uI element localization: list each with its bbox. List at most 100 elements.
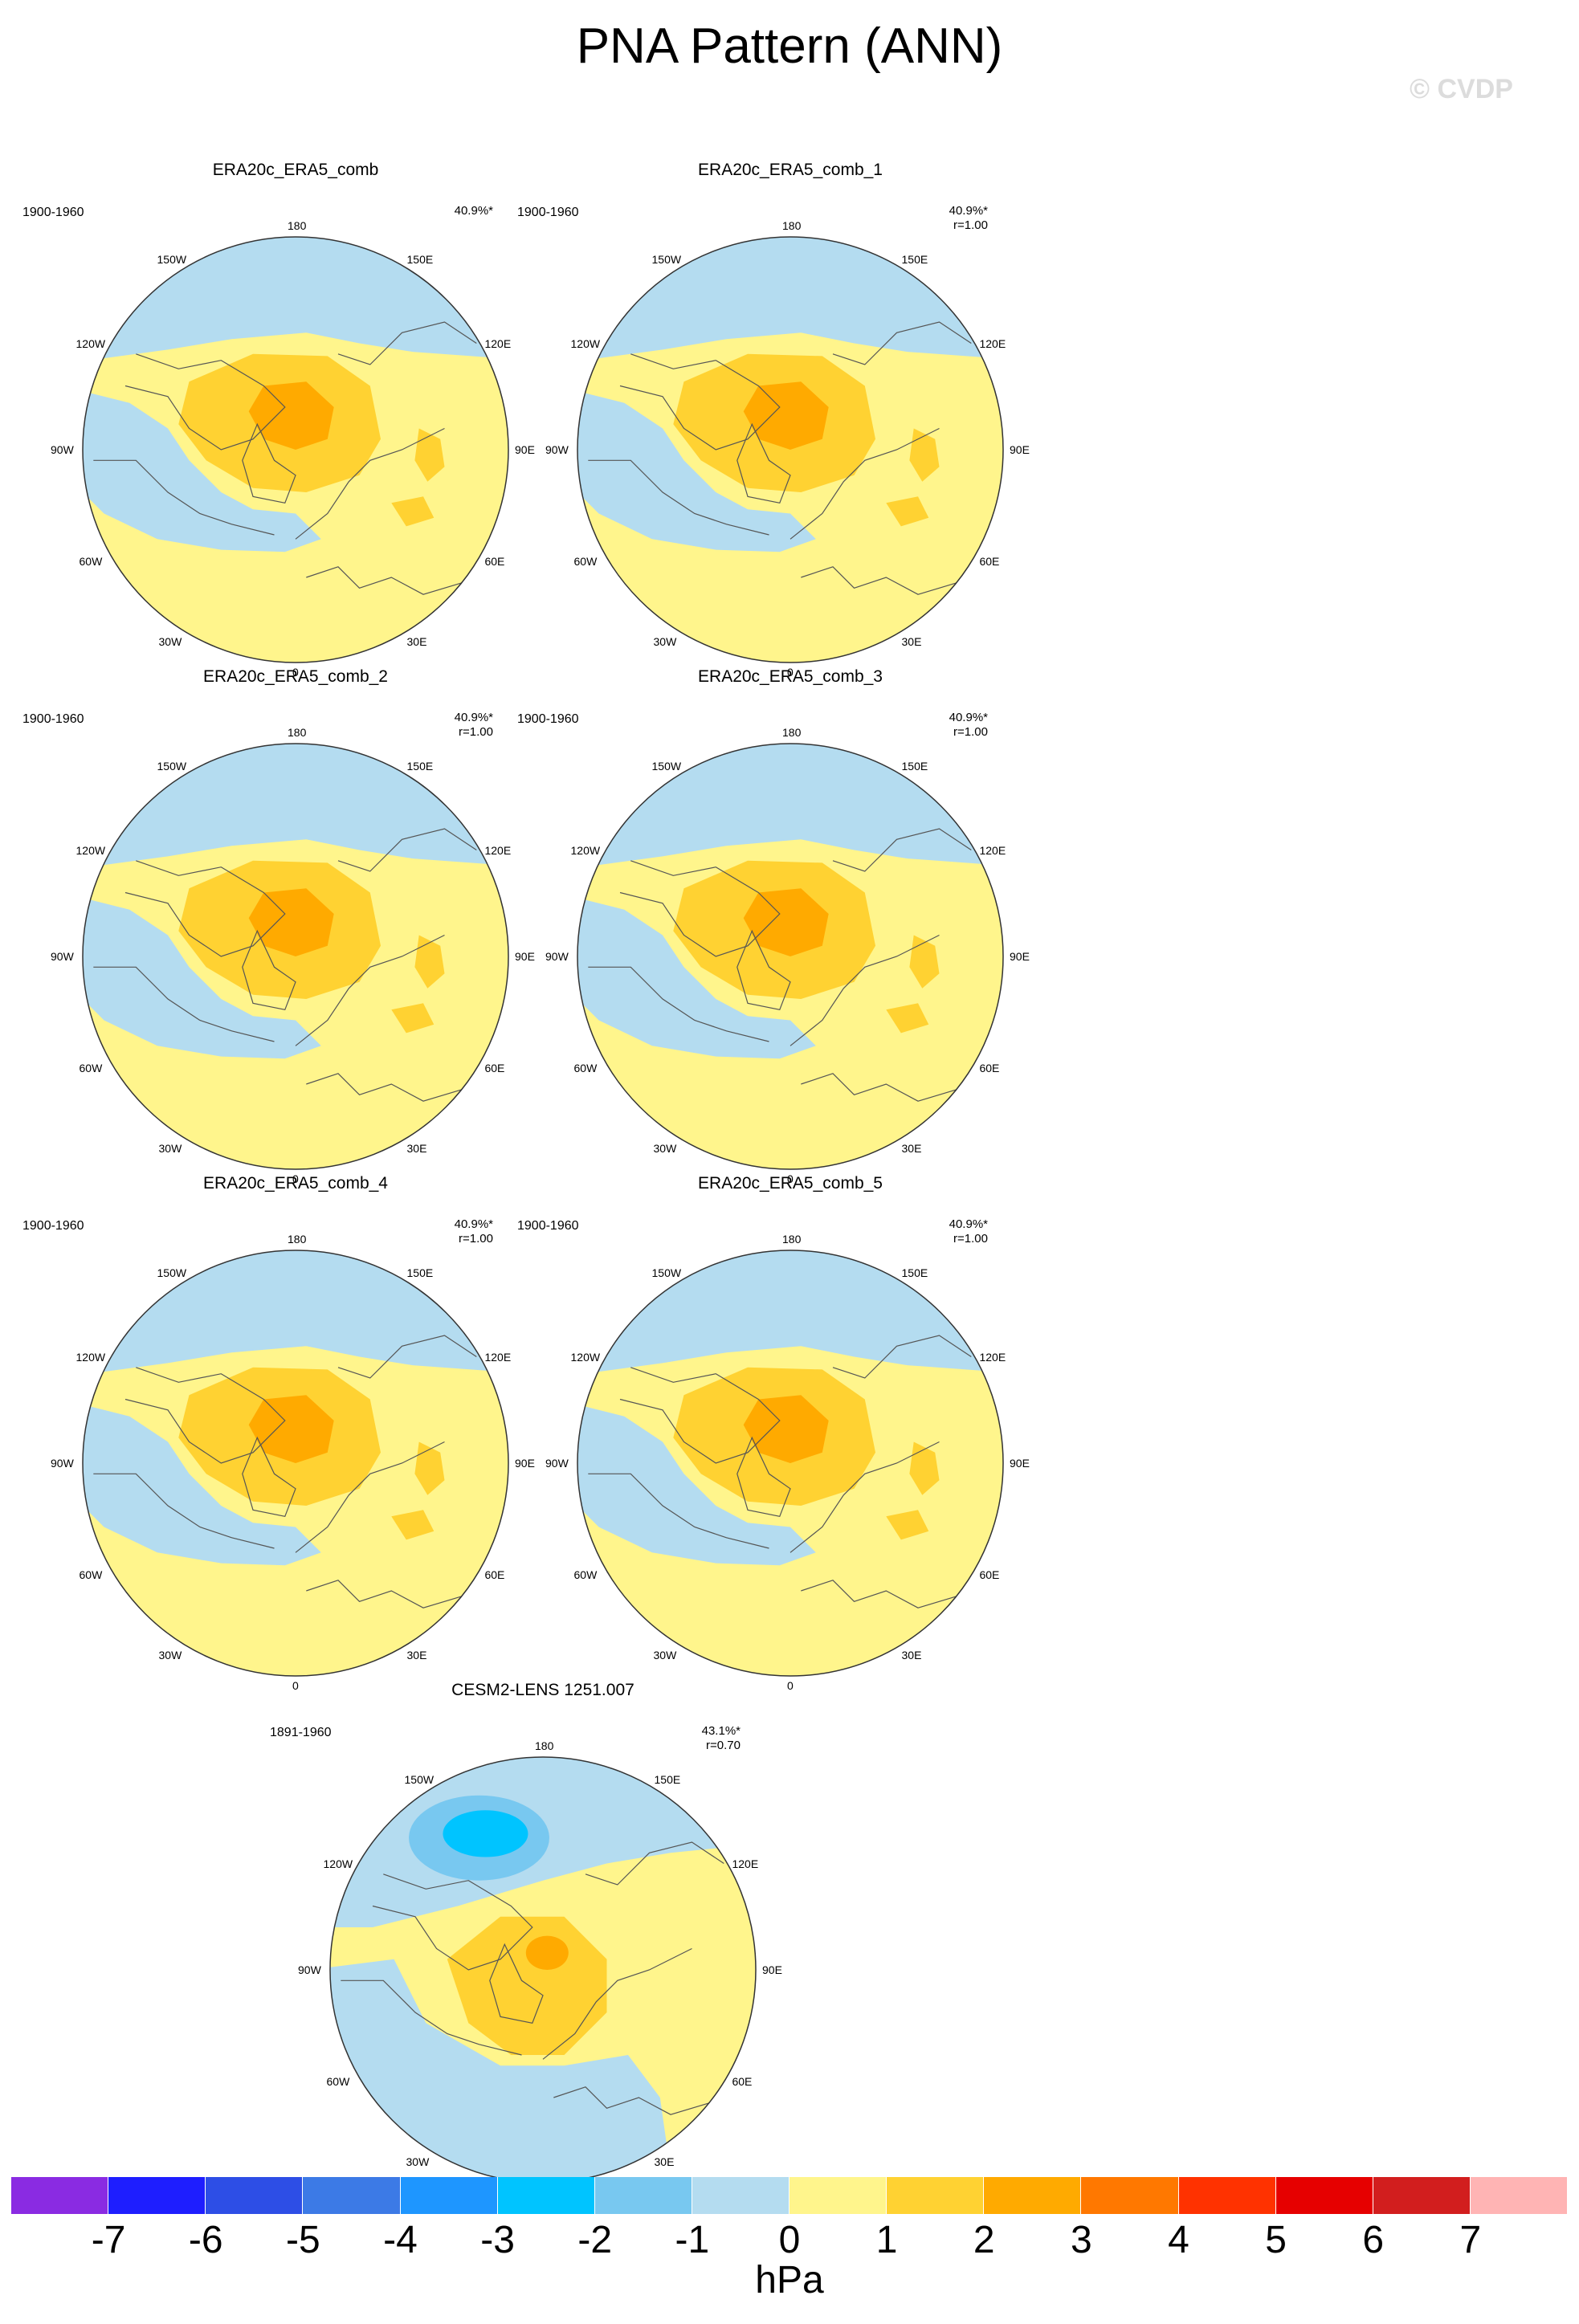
colorbar-box-13 (1275, 2177, 1373, 2214)
colorbar-box-4 (400, 2177, 498, 2214)
panel-variance-pct: 43.1%* (701, 1724, 741, 1738)
panel-period: 1900-1960 (22, 712, 84, 726)
siberia-patch (909, 428, 940, 482)
colorbar (11, 2177, 1568, 2214)
coastline-1 (588, 459, 769, 536)
polar-map (329, 1756, 757, 2183)
coastline-0 (619, 860, 781, 957)
lon-label-lower-left-1: 60W (79, 1061, 103, 1074)
lon-label-lower-left-2: 30W (653, 1142, 677, 1156)
colorbar-box-9 (887, 2177, 985, 2214)
coastline-4 (585, 1841, 724, 1886)
lon-label-right: 90E (1010, 1457, 1030, 1470)
lon-label-upper-right-2: 120E (484, 1350, 512, 1364)
coastline-2 (790, 1441, 940, 1553)
lon-label-upper-right-1: 150E (406, 1266, 434, 1279)
lon-label-lower-right-1: 60E (979, 1061, 1000, 1074)
colorbar-box-3 (303, 2177, 401, 2214)
colorbar-box-5 (497, 2177, 595, 2214)
coastline-3 (306, 1580, 467, 1608)
siberia-patch (909, 1441, 940, 1495)
coastline-2 (542, 1947, 692, 2060)
map-border (82, 743, 509, 1170)
colorbar-box-7 (692, 2177, 790, 2214)
colorbar-box-11 (1081, 2177, 1179, 2214)
coastline-2 (790, 427, 940, 540)
coastline-5 (736, 422, 791, 504)
atlantic-negative-region (330, 1959, 756, 2183)
panel-variance-pct: 40.9%* (949, 711, 988, 724)
polar-map (82, 236, 509, 663)
map-panel-4: ERA20c_ERA5_comb_4 1900-1960 40.9%* r=1.00 1… (22, 1174, 545, 1712)
colorbar-tick-label: -6 (188, 2219, 223, 2261)
polar-map (577, 1250, 1004, 1677)
panel-period: 1900-1960 (517, 712, 579, 726)
lon-label-upper-left-1: 150W (651, 759, 682, 773)
colorbar-tick-label: -4 (383, 2219, 418, 2261)
lon-label-lower-right-2: 30E (901, 635, 922, 649)
panel-period: 1900-1960 (517, 1219, 579, 1233)
panel-correlation: r=1.00 (459, 725, 493, 739)
lon-label-top: 180 (782, 219, 802, 232)
lon-label-lower-right-1: 60E (979, 1568, 1000, 1581)
lon-label-left: 90W (51, 443, 74, 456)
panel-variance-pct: 40.9%* (454, 204, 493, 218)
lon-label-upper-left-2: 120W (570, 336, 601, 350)
arctic-core-region (248, 1395, 334, 1463)
lon-label-top: 180 (782, 726, 802, 739)
lon-label-bottom: 0 (787, 666, 794, 679)
lon-label-lower-right-1: 60E (484, 1061, 505, 1074)
arctic-core-region (743, 1395, 829, 1463)
lon-label-bottom: 0 (292, 1679, 299, 1692)
colorbar-tick-label: -3 (480, 2219, 515, 2261)
siberia-patch (414, 1441, 445, 1495)
coastline-3 (801, 566, 961, 595)
lon-label-upper-left-2: 120W (75, 843, 106, 857)
coastline-0 (619, 1367, 781, 1464)
lon-label-upper-right-2: 120E (979, 1350, 1006, 1364)
coastline-1 (93, 966, 275, 1042)
lon-label-top: 180 (288, 1233, 307, 1246)
coastline-4 (832, 321, 972, 365)
atlantic-negative-region (577, 892, 816, 1059)
colorbar-tick-label: -2 (577, 2219, 613, 2261)
lon-label-lower-right-1: 60E (979, 554, 1000, 568)
lon-label-bottom: 0 (292, 666, 299, 679)
panel-correlation: r=1.00 (953, 1232, 988, 1246)
central-asia-patch (886, 496, 929, 527)
map-border (577, 236, 1004, 663)
lon-label-top: 180 (288, 219, 307, 232)
lon-label-upper-right-1: 150E (901, 252, 928, 266)
lon-label-lower-right-1: 60E (484, 1568, 505, 1581)
lon-label-bottom: 0 (292, 1172, 299, 1185)
panel-period: 1900-1960 (22, 206, 84, 219)
coastline-4 (337, 1335, 477, 1379)
lon-label-upper-right-2: 120E (979, 843, 1006, 857)
coastline-3 (801, 1073, 961, 1102)
lon-label-right: 90E (515, 1457, 535, 1470)
colorbar-box-10 (984, 2177, 1082, 2214)
panel-variance-pct: 40.9%* (454, 1217, 493, 1231)
polar-map (82, 743, 509, 1170)
coastline-1 (93, 459, 275, 536)
lon-label-upper-left-2: 120W (75, 336, 106, 350)
atlantic-negative-region (83, 1399, 321, 1566)
lon-label-lower-left-2: 30W (158, 635, 182, 649)
lon-label-lower-right-2: 30E (901, 1142, 922, 1156)
cvdp-credit: © CVDP (1410, 74, 1513, 104)
colorbar-box-8 (790, 2177, 887, 2214)
atlantic-negative-region (83, 892, 321, 1059)
colorbar-box-1 (108, 2177, 206, 2214)
coastline-5 (242, 929, 296, 1010)
lon-label-bottom: 0 (787, 1172, 794, 1185)
colorbar-box-14 (1373, 2177, 1471, 2214)
central-asia-patch (391, 1510, 435, 1540)
lon-label-top: 180 (782, 1233, 802, 1246)
panel-title: ERA20c_ERA5_comb_4 (203, 1174, 388, 1193)
map-panel-1: ERA20c_ERA5_comb_1 1900-1960 40.9%* r=1.00 1… (517, 161, 1039, 699)
colorbar-tick-label: 7 (1459, 2219, 1482, 2261)
map-border (577, 743, 1004, 1170)
colorbar-tick-label: 5 (1265, 2219, 1287, 2261)
panel-title: ERA20c_ERA5_comb_1 (698, 161, 883, 179)
panel-variance-pct: 40.9%* (949, 1217, 988, 1231)
